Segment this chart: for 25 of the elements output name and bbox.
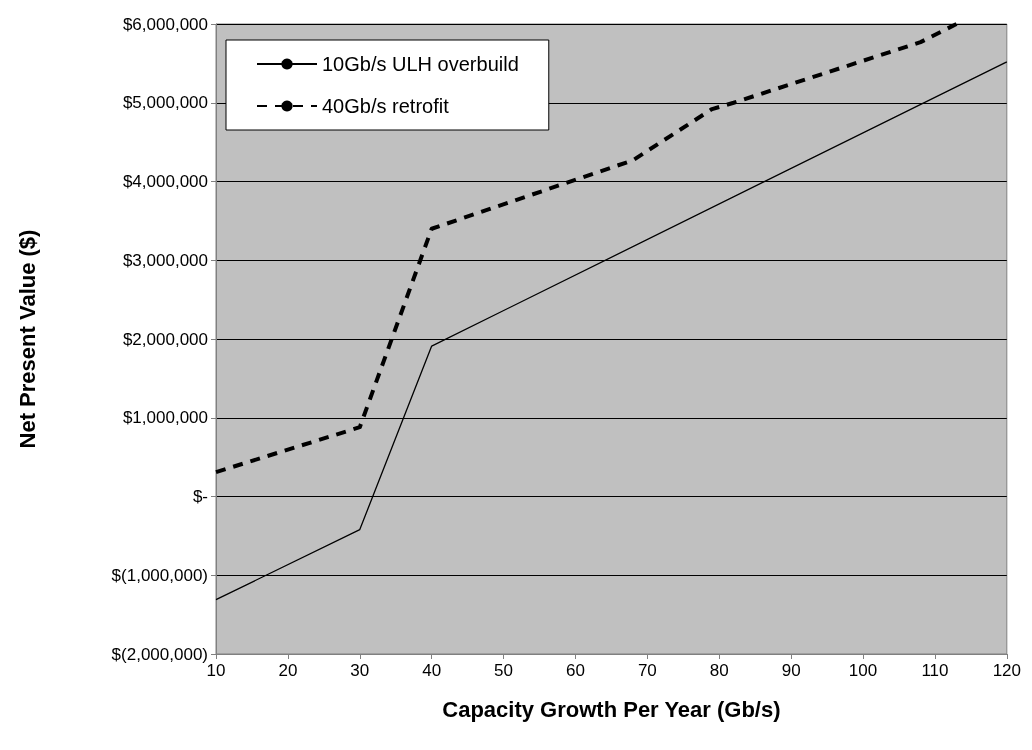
y-tick-label: $4,000,000 (122, 172, 208, 191)
x-tick-label: 100 (848, 661, 878, 680)
x-tick-label: 60 (566, 661, 585, 680)
y-tick-label: $6,000,000 (122, 14, 208, 34)
x-axis-title: Capacity Growth Per Year (Gb/s) (442, 696, 781, 722)
x-tick-label: 40 (422, 661, 442, 680)
y-tick-label: $1,000,000 (122, 408, 208, 428)
y-tick-label: $2,000,000 (122, 329, 208, 349)
y-axis-title: Net Present Value ($) (14, 229, 40, 449)
x-tick-label: 70 (637, 661, 657, 680)
y-tick-label: $(2,000,000) (111, 644, 208, 664)
y-tick-label: $5,000,000 (122, 93, 208, 113)
x-tick-label: 20 (278, 661, 298, 680)
x-tick-label: 50 (494, 661, 514, 680)
y-tick-label: $(1,000,000) (111, 565, 208, 585)
legend-label: 40Gb/s retrofit (322, 95, 450, 117)
x-tick-label: 120 (992, 661, 1022, 680)
legend-label: 10Gb/s ULH overbuild (322, 53, 519, 75)
x-tick-label: 110 (921, 661, 949, 680)
x-tick-label: 30 (350, 661, 370, 680)
y-tick-label: $3,000,000 (122, 250, 208, 270)
y-tick-label: $- (192, 487, 208, 506)
x-tick-label: 10 (206, 661, 226, 680)
x-tick-label: 80 (709, 661, 729, 680)
x-tick-label: 90 (781, 661, 801, 680)
